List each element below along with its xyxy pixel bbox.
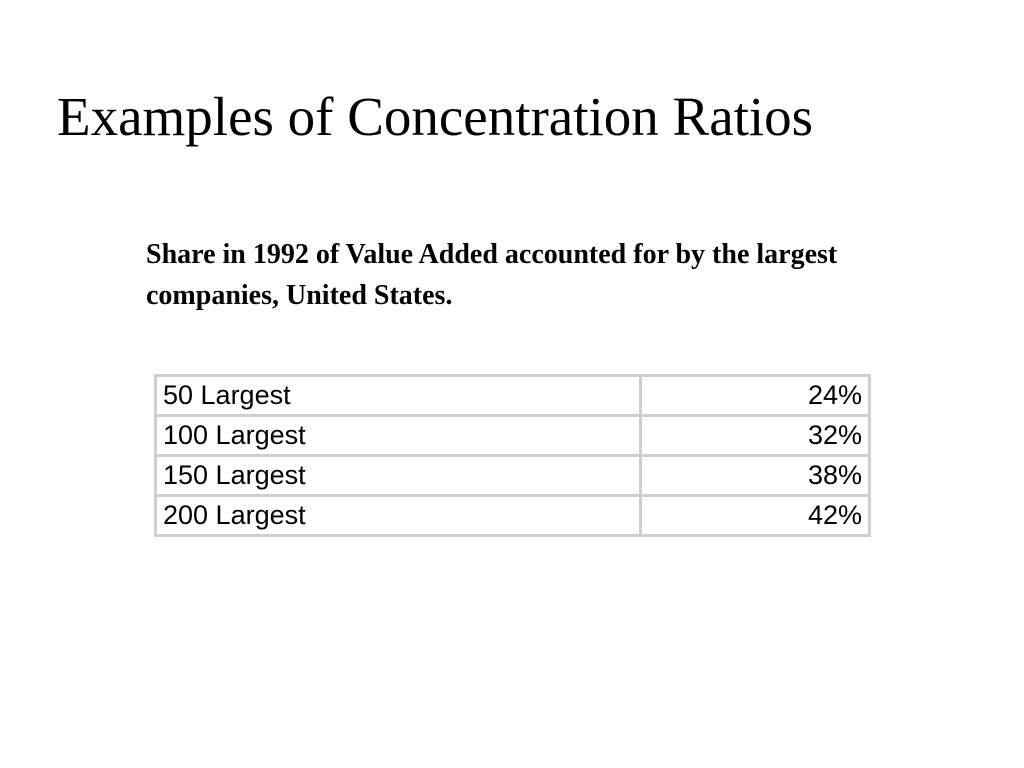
table-row: 200 Largest 42% [154, 494, 871, 537]
row-label: 100 Largest [154, 414, 642, 457]
row-label: 150 Largest [154, 454, 642, 497]
row-label: 200 Largest [154, 494, 642, 537]
table-row: 150 Largest 38% [154, 454, 871, 497]
row-value: 38% [639, 454, 871, 497]
row-value: 24% [639, 374, 871, 417]
table-caption: Share in 1992 of Value Added accounted f… [146, 239, 838, 311]
slide-title: Examples of Concentration Ratios [57, 86, 814, 147]
table-body: 50 Largest 24% 100 Largest 32% 150 Largest 38… [154, 374, 871, 537]
data-table: 50 Largest 24% 100 Largest 32% 150 Largest 38… [154, 374, 871, 537]
row-value: 42% [639, 494, 871, 537]
row-label: 50 Largest [154, 374, 642, 417]
row-value: 32% [639, 414, 871, 457]
table-row: 50 Largest 24% [154, 374, 871, 417]
table-row: 100 Largest 32% [154, 414, 871, 457]
